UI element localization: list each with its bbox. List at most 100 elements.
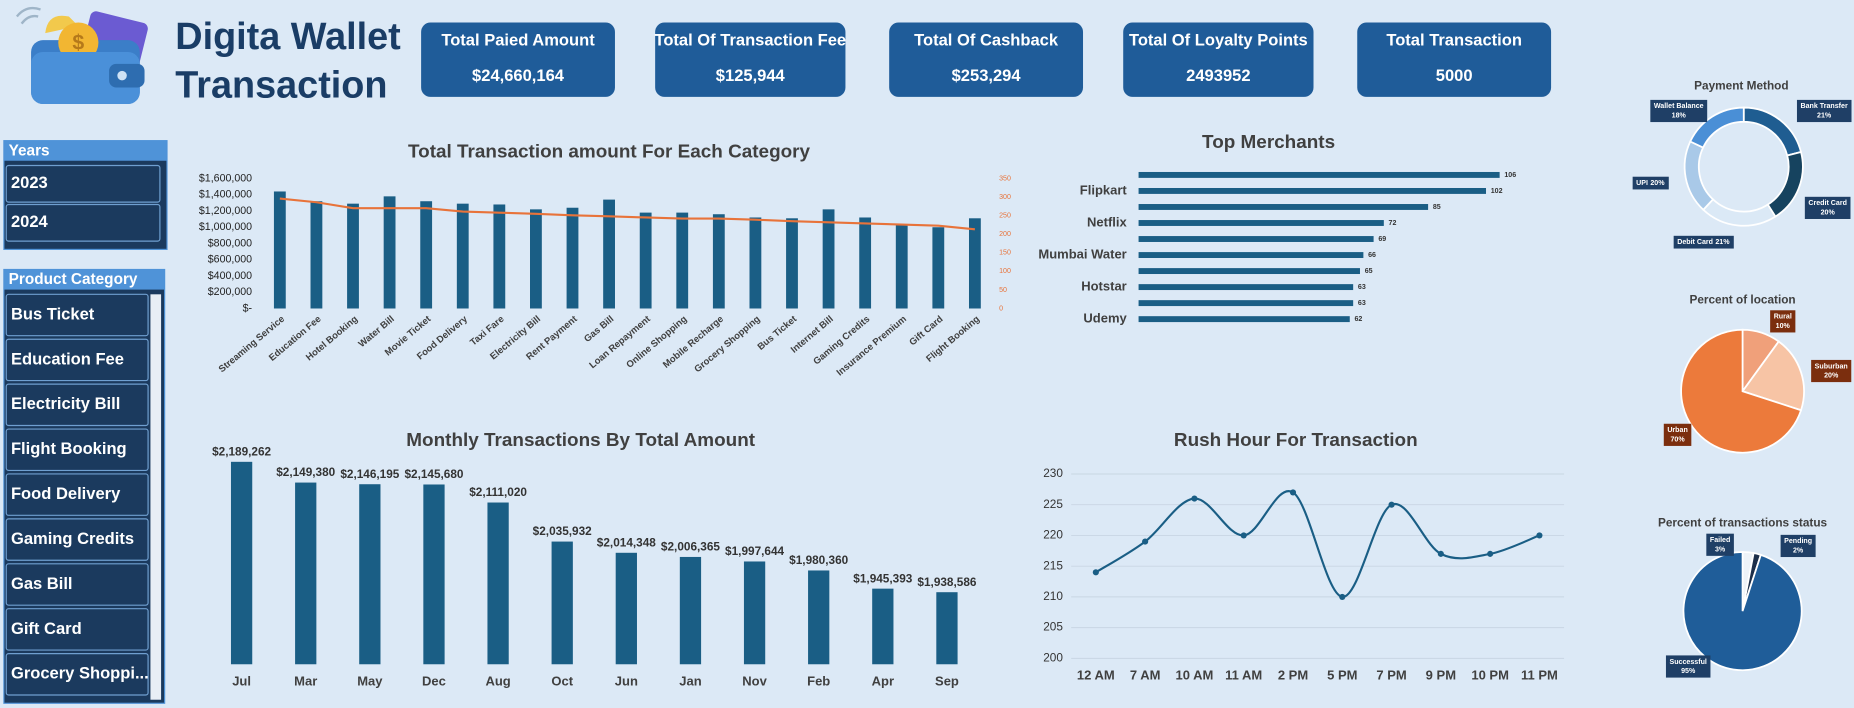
point xyxy=(1240,532,1247,539)
slicer-item[interactable] xyxy=(5,203,161,242)
data-label-box xyxy=(1650,99,1708,123)
bar xyxy=(859,217,872,309)
data-label: 63 xyxy=(1358,283,1366,291)
y-tick-label: 210 xyxy=(1043,589,1063,603)
slicer-item-label[interactable]: Gift Card xyxy=(11,619,82,638)
y2-tick-label: 350 xyxy=(999,174,1011,182)
data-label: $1,938,586 xyxy=(917,575,976,589)
slicer-item-label[interactable]: Bus Ticket xyxy=(11,304,95,323)
slicer-item[interactable] xyxy=(5,338,149,382)
chart-title: Total Transaction amount For Each Catego… xyxy=(408,141,810,162)
y-tick-label: 200 xyxy=(1043,650,1063,664)
bar xyxy=(1138,171,1500,178)
y-tick-label: Netflix xyxy=(1087,214,1128,229)
dashboard-title: Transaction xyxy=(175,64,387,106)
slicer-item-label[interactable]: Food Delivery xyxy=(11,484,121,503)
bar xyxy=(1138,300,1354,307)
data-label-value: 2% xyxy=(1793,547,1804,555)
data-label: $2,111,020 xyxy=(469,485,527,499)
slicer-item[interactable] xyxy=(5,383,149,427)
data-label-box xyxy=(1632,176,1669,190)
bar xyxy=(493,204,506,309)
y2-tick-label: 200 xyxy=(999,230,1011,238)
slicer-item[interactable] xyxy=(5,563,149,606)
slicer-item-label[interactable]: Gas Bill xyxy=(11,574,73,593)
y2-tick-label: 150 xyxy=(999,249,1011,257)
x-tick-label: Feb xyxy=(807,673,830,688)
y-tick-label: $600,000 xyxy=(208,254,252,266)
data-label-box xyxy=(1663,423,1692,446)
slicer-item-label[interactable]: Flight Booking xyxy=(11,439,127,458)
data-label: 69 xyxy=(1378,235,1386,243)
data-label-box xyxy=(1796,99,1852,123)
slicer-header xyxy=(3,140,167,161)
bar xyxy=(273,191,286,309)
bar xyxy=(712,214,725,309)
bar xyxy=(551,541,573,665)
data-label-value: 21% xyxy=(1817,112,1832,120)
slicer-item-label[interactable]: 2023 xyxy=(11,173,48,192)
data-label: 63 xyxy=(1358,299,1366,307)
dashboard-title: Digita Wallet xyxy=(175,16,401,58)
chart-title: Percent of location xyxy=(1689,292,1795,306)
kpi-card: Total Paied Amount $24,660,164 xyxy=(421,22,615,97)
bar xyxy=(639,212,652,309)
x-tick-label: Jul xyxy=(232,673,251,688)
y-tick-label: 220 xyxy=(1043,528,1063,542)
y2-tick-label: 250 xyxy=(999,212,1011,220)
bar xyxy=(1138,284,1354,291)
slicer-item[interactable] xyxy=(5,608,149,651)
y2-tick-label: 0 xyxy=(999,304,1003,312)
data-label: $1,980,360 xyxy=(789,553,848,567)
slicer-item-label[interactable]: Grocery Shoppi... xyxy=(11,664,149,683)
kpi-card-box xyxy=(655,22,846,97)
slicer-item[interactable] xyxy=(5,518,149,561)
y-tick-label: $1,200,000 xyxy=(199,205,252,217)
y-tick-label: $1,000,000 xyxy=(199,221,252,233)
data-label-box xyxy=(1673,235,1734,249)
slice xyxy=(1680,328,1803,454)
data-label-box xyxy=(1804,196,1851,219)
data-label: $1,997,644 xyxy=(725,544,784,558)
slice xyxy=(1741,340,1805,412)
data-label-box xyxy=(1706,533,1734,556)
kpi-label: Total Of Loyalty Points xyxy=(1129,31,1308,50)
slicer-item-label[interactable]: Gaming Credits xyxy=(11,529,134,548)
slicer-item-label[interactable]: Electricity Bill xyxy=(11,394,120,413)
data-label: $2,035,932 xyxy=(533,524,592,538)
y-tick-label: Udemy xyxy=(1083,311,1127,326)
slicer-item[interactable] xyxy=(5,428,149,472)
slicer-item[interactable] xyxy=(5,473,149,516)
data-label: Pending 2% xyxy=(1780,534,1816,558)
bar xyxy=(423,484,445,665)
x-tick-label: Sep xyxy=(935,673,959,688)
y-tick-label: $800,000 xyxy=(208,237,252,249)
bar xyxy=(1138,220,1384,226)
slicer-item[interactable] xyxy=(5,653,149,696)
data-label-value: 20% xyxy=(1650,179,1665,187)
point xyxy=(1339,593,1346,600)
bar xyxy=(1138,252,1364,258)
kpi-value: $24,660,164 xyxy=(472,66,565,85)
slicer-item-label[interactable]: Education Fee xyxy=(11,349,124,368)
y-tick-label: 205 xyxy=(1043,620,1063,634)
data-label: $2,149,380 xyxy=(276,465,335,479)
bar xyxy=(872,588,894,665)
bar xyxy=(749,217,762,309)
bar xyxy=(676,212,689,309)
y-tick-label: $1,400,000 xyxy=(199,189,252,201)
slicer-item-label[interactable]: 2024 xyxy=(11,212,49,231)
bar xyxy=(347,203,359,309)
x-tick-label: 11 PM xyxy=(1521,668,1558,683)
slicer-item[interactable] xyxy=(5,293,149,337)
x-tick-label: Dec xyxy=(422,673,446,688)
data-label-value: 20% xyxy=(1824,372,1839,380)
bar xyxy=(895,224,908,309)
slicer-item[interactable] xyxy=(5,164,161,203)
data-label-box xyxy=(1770,310,1796,333)
kpi-label: Total Of Cashback xyxy=(914,31,1059,50)
